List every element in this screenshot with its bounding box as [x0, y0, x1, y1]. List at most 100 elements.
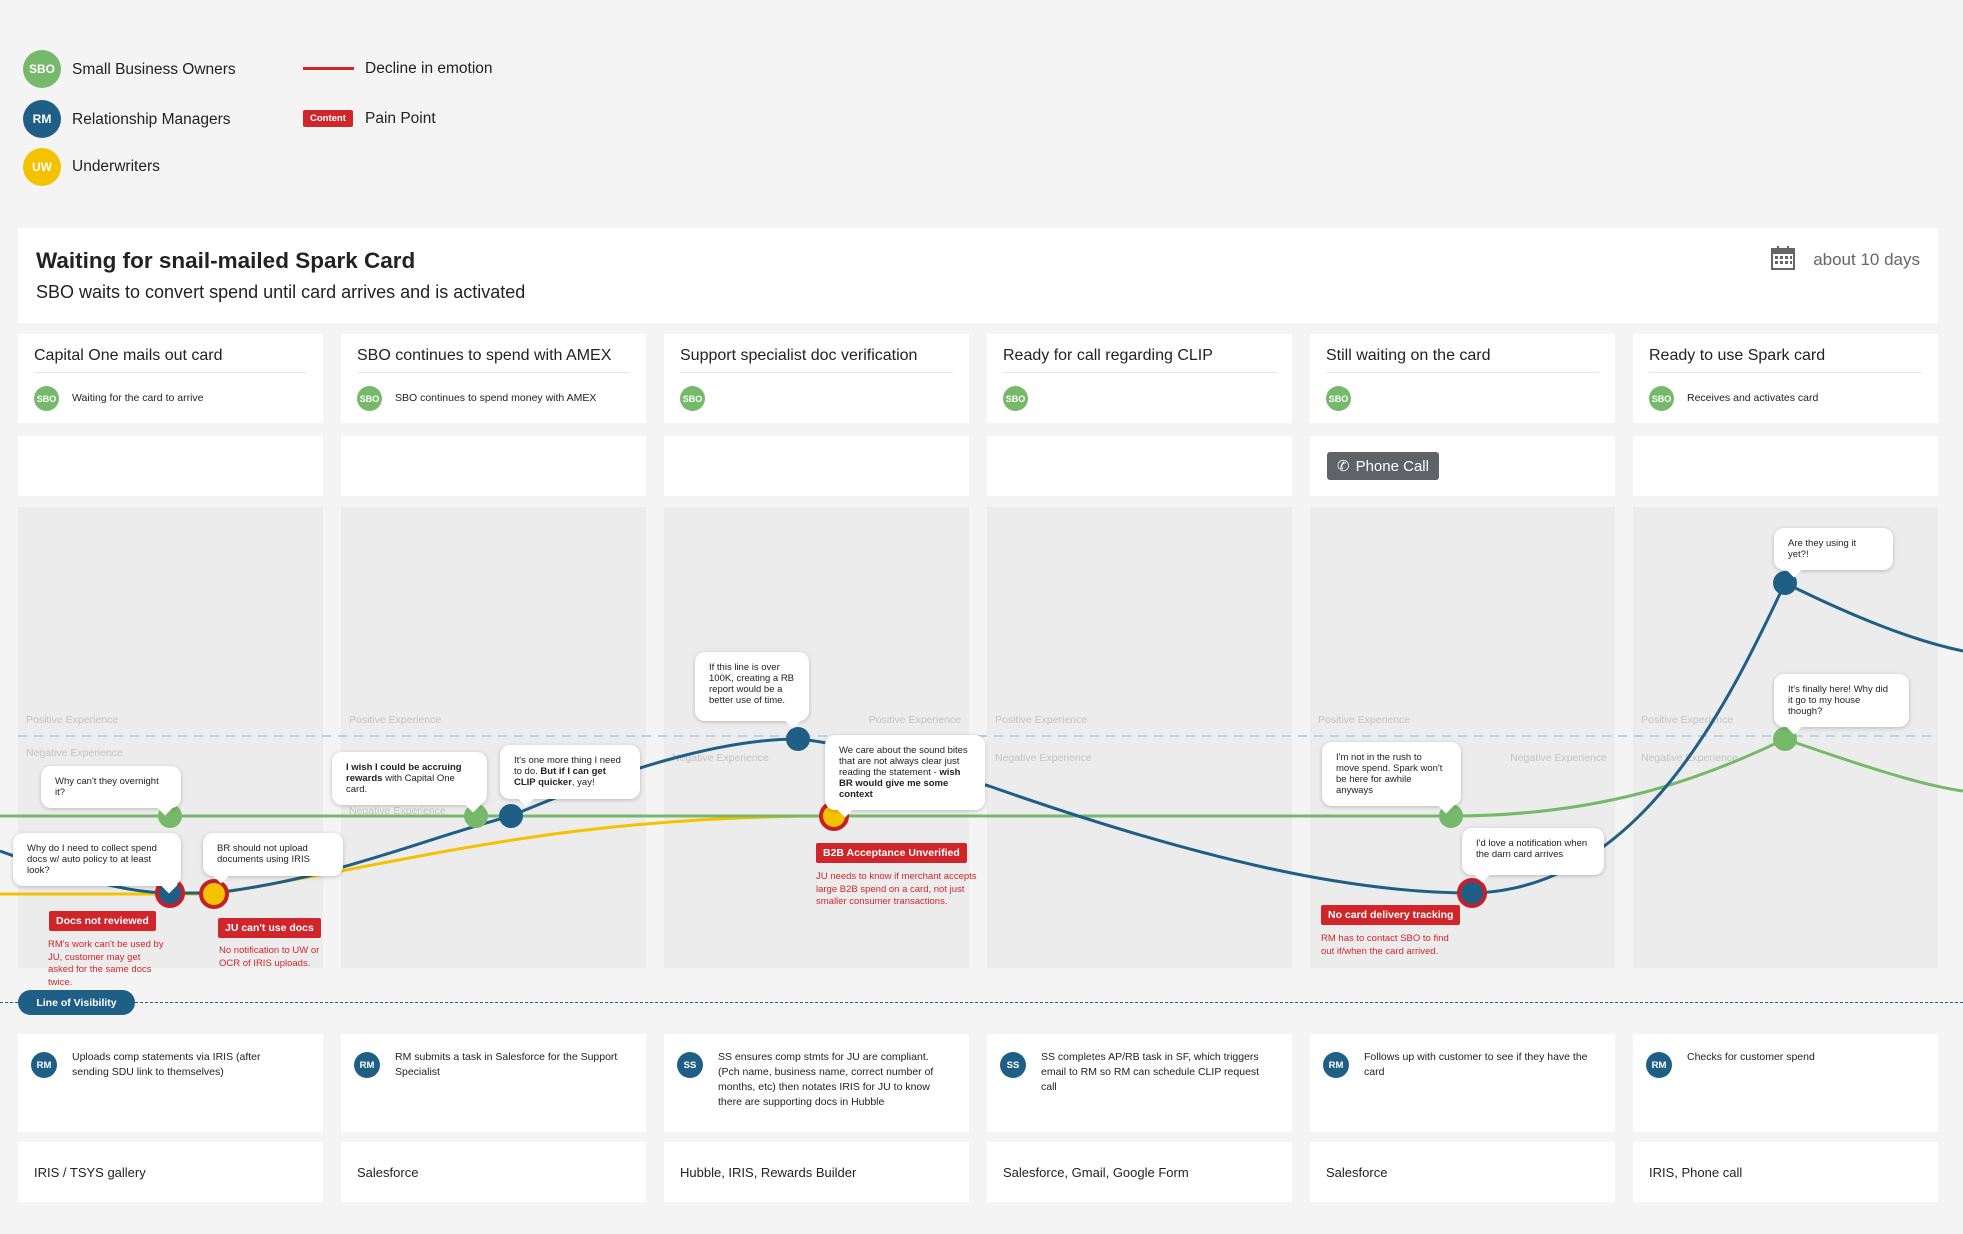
stage-description: Receives and activates card — [1687, 392, 1819, 404]
avatar-sbo: SBO — [1003, 386, 1028, 411]
quote-bubble: Are they using it yet?! — [1774, 528, 1893, 578]
channel-card — [18, 436, 323, 496]
tools-card: Hubble, IRIS, Rewards Builder — [664, 1142, 969, 1202]
action-description: Follows up with customer to see if they … — [1364, 1051, 1588, 1078]
action-description: RM submits a task in Salesforce for the … — [395, 1051, 618, 1078]
sbo-curve — [0, 737, 1963, 818]
positive-experience-label: Positive Experience — [349, 714, 442, 726]
tools-text: Hubble, IRIS, Rewards Builder — [680, 1165, 857, 1180]
stage-title: Capital One mails out card — [34, 347, 223, 364]
quote-bubble: I wish I could be accruing rewards with … — [332, 752, 487, 813]
quote-text: Why can't they overnight it? — [55, 776, 159, 798]
action-description: SS completes AP/RB task in SF, which tri… — [1041, 1051, 1260, 1093]
avatar-ss: SS — [677, 1052, 703, 1078]
legend-label-decline: Decline in emotion — [365, 60, 493, 77]
emotion-column: Positive Experience Negative Experience — [987, 507, 1292, 968]
avatar-ss: SS — [1000, 1052, 1026, 1078]
positive-experience-label: Positive Experience — [26, 714, 119, 726]
avatar-rm: RM — [23, 100, 61, 138]
avatar-sbo: SBO — [357, 386, 382, 411]
uw-pain-touchpoint[interactable] — [199, 879, 229, 909]
quote-text: BR should not upload documents using IRI… — [217, 843, 310, 865]
backstage-action-card: RM Checks for customer spend — [1633, 1034, 1938, 1132]
backstage-action-card: SS SS ensures comp stmts for JU are comp… — [664, 1034, 969, 1132]
stage-description: SBO continues to spend money with AMEX — [395, 392, 597, 404]
tools-text: IRIS, Phone call — [1649, 1165, 1743, 1180]
stage-title: Still waiting on the card — [1326, 347, 1491, 364]
negative-experience-label: Negative Experience — [26, 747, 123, 759]
page-subtitle: SBO waits to convert spend until card ar… — [36, 282, 526, 302]
stage-title: Ready to use Spark card — [1649, 347, 1826, 364]
positive-experience-label: Positive Experience — [1318, 714, 1411, 726]
avatar-sbo: SBO — [34, 386, 59, 411]
quote-bubble: It's finally here! Why did it go to my h… — [1774, 674, 1909, 735]
negative-experience-label: Negative Experience — [672, 752, 769, 764]
rm-pain-touchpoint[interactable] — [1457, 878, 1487, 908]
pain-point-description: No notification to UW or OCR of IRIS upl… — [219, 945, 320, 969]
avatar-uw: UW — [23, 148, 61, 186]
quote-text: Why do I need to collect spend docs w/ a… — [27, 843, 157, 876]
avatar-sbo: SBO — [23, 50, 61, 88]
positive-experience-label: Positive Experience — [995, 714, 1088, 726]
backstage-action-card: RM RM submits a task in Salesforce for t… — [341, 1034, 646, 1132]
channel-label: Phone Call — [1355, 457, 1429, 475]
sbo-touchpoint[interactable] — [1773, 727, 1797, 751]
quote-bubble: Why do I need to collect spend docs w/ a… — [13, 833, 181, 894]
calendar-icon — [1771, 246, 1795, 270]
avatar-rm: RM — [354, 1052, 380, 1078]
rm-touchpoint[interactable] — [786, 727, 810, 751]
divider — [680, 372, 953, 373]
quote-bubble: We care about the sound bites that are n… — [825, 735, 985, 818]
quote-text: It's finally here! Why did it go to my h… — [1788, 684, 1889, 717]
negative-experience-label: Negative Experience — [1510, 752, 1607, 764]
backstage-action-card: RM Uploads comp statements via IRIS (aft… — [18, 1034, 323, 1132]
rm-touchpoint[interactable] — [499, 804, 523, 828]
divider — [1003, 372, 1276, 373]
negative-experience-label: Negative Experience — [349, 805, 446, 817]
channel-card — [987, 436, 1292, 496]
phone-icon: ✆ — [1337, 458, 1350, 475]
stage-card: Ready for call regarding CLIP SBO — [987, 334, 1292, 423]
stage-title: Support specialist doc verification — [680, 347, 918, 364]
phase-header: Waiting for snail-mailed Spark Card SBO … — [18, 228, 1938, 323]
quote-bubble: I'm not in the rush to move spend. Spark… — [1322, 742, 1461, 814]
pain-point-badge: Docs not reviewed — [49, 911, 156, 931]
page-title: Waiting for snail-mailed Spark Card — [36, 248, 416, 273]
quote-text: I'd love a notification when the darn ca… — [1476, 838, 1588, 860]
tools-card: Salesforce, Gmail, Google Form — [987, 1142, 1292, 1202]
quote-bubble: If this line is over 100K, creating a RB… — [695, 652, 809, 729]
tools-text: IRIS / TSYS gallery — [34, 1165, 146, 1180]
pain-point-swatch: Content — [303, 110, 353, 127]
stage-card: Still waiting on the card SBO — [1310, 334, 1615, 423]
quote-text: Are they using it yet?! — [1788, 538, 1857, 560]
stage-title: SBO continues to spend with AMEX — [357, 347, 612, 364]
quote-text: If this line is over 100K, creating a RB… — [709, 662, 795, 706]
quote-text: But if I can get CLIP quicker — [514, 766, 606, 788]
pain-point-description: JU needs to know if merchant accepts lar… — [816, 871, 977, 907]
duration-text: about 10 days — [1813, 250, 1920, 269]
stage-card: Ready to use Spark card SBO Receives and… — [1633, 334, 1938, 423]
stage-title: Ready for call regarding CLIP — [1003, 347, 1213, 364]
phone-call-button[interactable]: ✆ Phone Call — [1327, 452, 1439, 480]
stage-card: SBO continues to spend with AMEX SBO SBO… — [341, 334, 646, 423]
avatar-rm: RM — [31, 1052, 57, 1078]
avatar-rm: RM — [1323, 1052, 1349, 1078]
pain-point-description: RM has to contact SBO to find out if/whe… — [1321, 933, 1449, 957]
tools-card: IRIS, Phone call — [1633, 1142, 1938, 1202]
quote-bubble: Why can't they overnight it? — [41, 766, 181, 816]
quote-bubble: I'd love a notification when the darn ca… — [1462, 828, 1604, 883]
quote-bubble: It's one more thing I need to do. But if… — [500, 745, 640, 807]
decline-line-swatch — [303, 67, 354, 70]
channel-card: ✆ Phone Call — [1310, 436, 1615, 496]
avatar-sbo: SBO — [680, 386, 705, 411]
stage-card: Support specialist doc verification SBO — [664, 334, 969, 423]
rm-touchpoint[interactable] — [1773, 571, 1797, 595]
action-description: Uploads comp statements via IRIS (after … — [72, 1051, 261, 1078]
legend-label-sbo: Small Business Owners — [72, 61, 236, 78]
pain-point-badge: B2B Acceptance Unverified — [816, 843, 967, 863]
quote-text: , yay! — [571, 777, 595, 788]
pain-point-description: RM's work can't be used by JU, customer … — [48, 939, 164, 988]
quote-text: with Capital One card. — [346, 773, 455, 795]
emotion-column: Positive Experience Negative Experience — [341, 507, 646, 968]
